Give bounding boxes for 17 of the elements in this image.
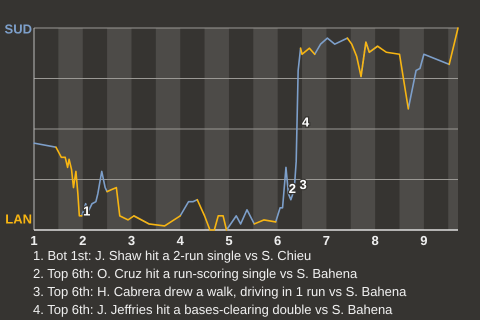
x-tick-label: 3	[128, 233, 136, 248]
x-tick-label: 2	[79, 233, 86, 248]
text: 4. Top 6th: J. Jeffries hit a bases-clearing double vs S. Bahena	[33, 302, 394, 317]
text: 3. Top 6th: H. Cabrera drew a walk, driving in 1 run vs S. Bahena	[33, 284, 408, 299]
x-tick-label: 1	[30, 233, 38, 248]
text: 1. Bot 1st: J. Shaw hit a 2-run single vs S. Chieu	[33, 248, 312, 263]
annotation: 4	[302, 114, 310, 130]
text: SUD	[4, 21, 32, 36]
annotation: 3	[300, 176, 307, 192]
text: LAN	[5, 211, 32, 226]
x-tick-label: 5	[225, 233, 233, 248]
x-tick-label: 8	[372, 233, 379, 248]
text: 2. Top 6th: O. Cruz hit a run-scoring single vs S. Bahena	[33, 266, 358, 281]
x-tick-label: 6	[274, 233, 282, 248]
x-tick-label: 7	[322, 233, 330, 248]
x-tick-label: 4	[176, 233, 185, 248]
x-tick-label: 9	[420, 233, 428, 248]
